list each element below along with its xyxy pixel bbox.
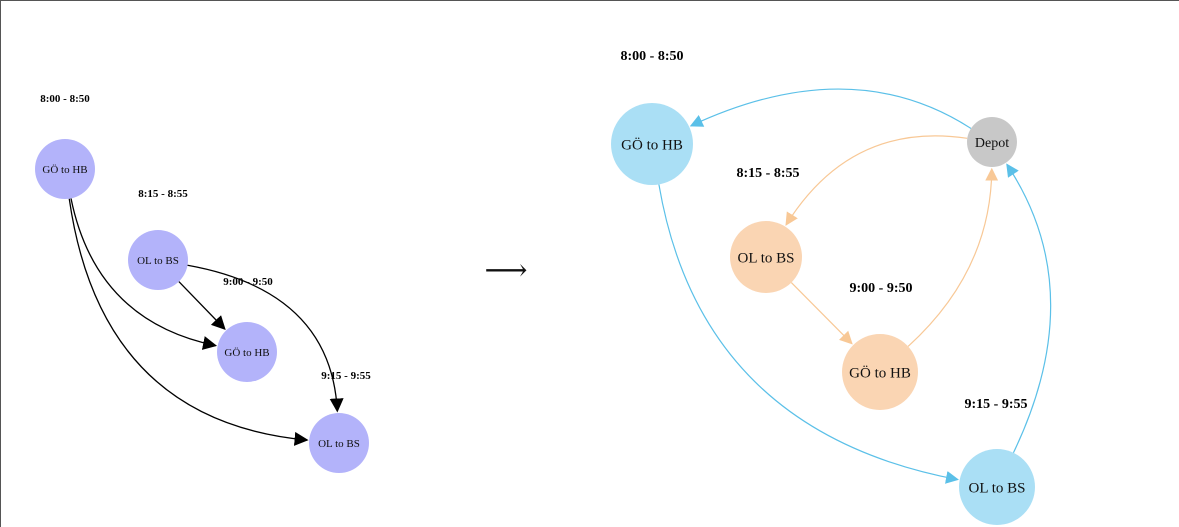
node-circle	[217, 322, 277, 382]
edge-r1-r4	[658, 184, 959, 484]
node-left-l2: OL to BS	[128, 230, 188, 290]
node-label: OL to BS	[137, 255, 179, 267]
node-right-r2: OL to BS	[730, 221, 802, 293]
time-window-label: 8:15 - 8:55	[138, 188, 188, 200]
time-window-label: 8:00 - 8:50	[621, 49, 684, 64]
node-label: OL to BS	[969, 480, 1026, 496]
node-label: GÖ to HB	[224, 347, 269, 359]
time-window-label: 9:00 - 9:50	[223, 276, 273, 288]
time-window-label: 8:15 - 8:55	[737, 166, 800, 181]
node-circle	[959, 449, 1035, 525]
edge-depot-r2	[785, 135, 968, 226]
node-circle	[611, 103, 693, 185]
edge-l1-l4	[68, 198, 309, 446]
edge-l1-l3	[70, 198, 218, 350]
node-circle	[730, 221, 802, 293]
node-circle	[967, 117, 1017, 167]
node-circle	[309, 413, 369, 473]
node-label: Depot	[975, 136, 1009, 151]
node-label: GÖ to HB	[849, 364, 911, 381]
node-label: OL to BS	[738, 250, 795, 266]
edge-depot-r1	[689, 88, 972, 129]
node-left-l4: OL to BS	[309, 413, 369, 473]
edge-r3-depot	[907, 167, 999, 347]
node-left-l3: GÖ to HB	[217, 322, 277, 382]
transform-arrow-icon: ⟶	[484, 254, 527, 287]
time-window-label: 9:00 - 9:50	[850, 281, 913, 296]
node-circle	[128, 230, 188, 290]
edge-r4-depot	[1006, 163, 1052, 453]
node-label: GÖ to HB	[42, 164, 87, 176]
node-right-r3: GÖ to HB	[842, 334, 918, 410]
time-window-label: 9:15 - 9:55	[965, 397, 1028, 412]
time-window-label: 9:15 - 9:55	[321, 370, 371, 382]
node-circle	[842, 334, 918, 410]
node-left-l1: GÖ to HB	[35, 139, 95, 199]
node-right-r4: OL to BS	[959, 449, 1035, 525]
time-window-label: 8:00 - 8:50	[40, 93, 90, 105]
edge-r2-r3	[790, 282, 853, 345]
node-label: OL to BS	[318, 438, 360, 450]
edge-l2-l3	[178, 281, 226, 331]
edge-l2-l4	[187, 264, 344, 413]
node-right-depot: Depot	[967, 117, 1017, 167]
node-label: GÖ to HB	[621, 136, 683, 153]
node-circle	[35, 139, 95, 199]
node-right-r1: GÖ to HB	[611, 103, 693, 185]
